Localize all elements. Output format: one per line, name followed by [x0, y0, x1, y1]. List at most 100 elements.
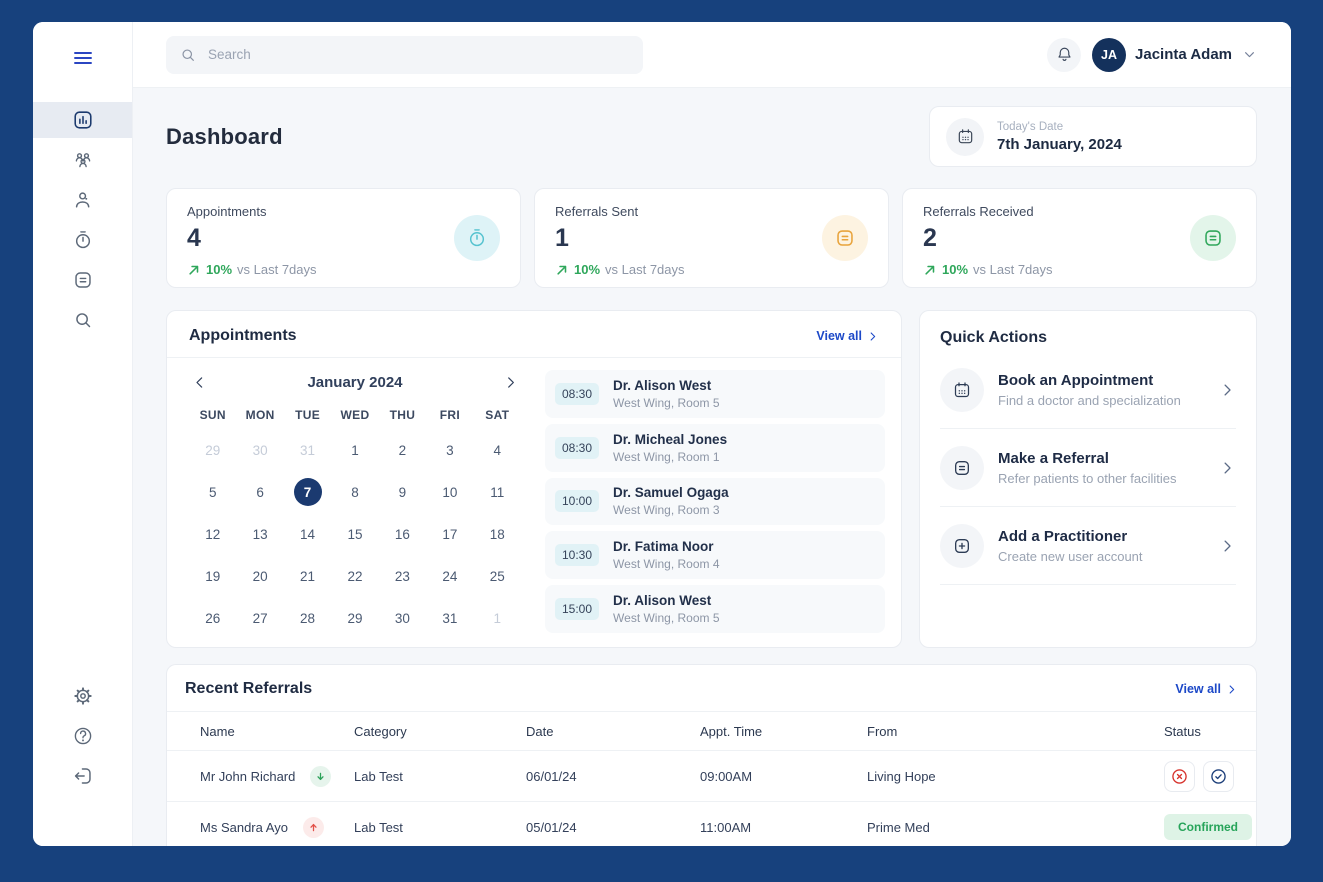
calendar-day[interactable]: 17	[442, 526, 458, 542]
calendar-weekday: SUN	[199, 408, 226, 422]
calendar-day[interactable]: 10	[442, 484, 458, 500]
appointment-location: West Wing, Room 5	[613, 611, 720, 626]
stat-card-referrals-received: Referrals Received 2 10% vs Last 7days	[902, 188, 1257, 288]
calendar-day[interactable]: 11	[490, 484, 505, 500]
calendar-next-button[interactable]	[502, 374, 519, 391]
referral-category: Lab Test	[354, 768, 403, 784]
calendar-weekday: TUE	[295, 408, 321, 422]
quick-action-subtitle: Refer patients to other facilities	[998, 471, 1177, 486]
menu-toggle-button[interactable]	[71, 46, 95, 70]
appointment-doctor: Dr. Alison West	[613, 377, 712, 393]
sidebar-item-referrals[interactable]	[33, 262, 132, 298]
sidebar-item-appointments[interactable]	[33, 222, 132, 258]
search-bar	[166, 35, 643, 74]
column-header: Status	[1164, 723, 1201, 739]
sidebar-item-search[interactable]	[33, 302, 132, 338]
appointment-list-item[interactable]: 10:00 Dr. Samuel Ogaga West Wing, Room 3	[545, 477, 885, 526]
calendar-day[interactable]: 13	[252, 526, 268, 542]
calendar-day[interactable]: 2	[398, 442, 407, 458]
appointment-time-chip: 08:30	[555, 436, 600, 459]
avatar: JA	[1092, 37, 1127, 72]
calendar-day[interactable]: 31	[300, 442, 316, 458]
calendar-day[interactable]: 9	[398, 484, 407, 500]
sidebar-item-patients[interactable]	[33, 182, 132, 218]
appointment-list-item[interactable]: 08:30 Dr. Alison West West Wing, Room 5	[545, 370, 885, 418]
calendar-day[interactable]: 1	[351, 442, 359, 458]
calendar-day[interactable]: 3	[446, 442, 454, 458]
calendar-day[interactable]: 30	[394, 610, 410, 626]
appointment-list-item[interactable]: 10:30 Dr. Fatima Noor West Wing, Room 4	[545, 531, 885, 580]
sidebar-item-dashboard[interactable]	[33, 102, 132, 138]
calendar-prev-button[interactable]	[191, 374, 208, 391]
calendar-day[interactable]: 20	[252, 568, 268, 584]
patient-icon	[72, 189, 94, 211]
chevron-right-icon	[502, 374, 519, 391]
calendar-day[interactable]: 24	[442, 568, 458, 584]
calendar-day[interactable]: 30	[252, 442, 268, 458]
user-menu[interactable]: JA Jacinta Adam	[1092, 37, 1258, 72]
quick-action-title: Book an Appointment	[998, 372, 1154, 389]
calendar-day[interactable]: 23	[394, 568, 410, 584]
calendar-day[interactable]: 5	[208, 484, 217, 500]
calendar-day[interactable]: 6	[256, 484, 264, 500]
calendar-day[interactable]: 19	[205, 568, 221, 584]
trend-percent: 10%	[574, 262, 601, 277]
calendar-icon	[946, 117, 984, 156]
calendar-day[interactable]: 27	[252, 610, 268, 626]
sidebar-item-logout[interactable]	[33, 758, 132, 794]
arrow-down-icon	[310, 765, 332, 787]
logout-icon	[72, 765, 94, 787]
calendar-day[interactable]: 22	[347, 568, 363, 584]
chevron-down-icon	[1241, 46, 1258, 63]
sidebar-item-practitioners[interactable]	[33, 142, 132, 178]
calendar-day[interactable]: 28	[300, 610, 316, 626]
notifications-button[interactable]	[1047, 37, 1082, 72]
accept-referral-button[interactable]	[1203, 760, 1234, 792]
sidebar-item-help[interactable]	[33, 718, 132, 754]
settings-gear-icon	[72, 685, 94, 707]
column-header: Name	[200, 723, 235, 739]
appointment-time-chip: 10:00	[555, 490, 600, 513]
calendar-day[interactable]: 29	[347, 610, 363, 626]
calendar-day[interactable]: 18	[489, 526, 505, 542]
calendar-day[interactable]: 25	[489, 568, 505, 584]
stat-value: 4	[187, 224, 201, 252]
quick-action-subtitle: Create new user account	[998, 549, 1143, 564]
column-header: Date	[526, 723, 554, 739]
sidebar-item-settings[interactable]	[33, 678, 132, 714]
search-input[interactable]	[208, 47, 630, 62]
calendar-day[interactable]: 4	[493, 442, 502, 458]
stat-value: 2	[923, 224, 937, 252]
calendar-day[interactable]: 7	[284, 471, 331, 513]
calendar-day[interactable]: 16	[394, 526, 410, 542]
quick-action-book-appointment[interactable]: Book an Appointment Find a doctor and sp…	[940, 351, 1236, 429]
appointment-list-item[interactable]: 08:30 Dr. Micheal Jones West Wing, Room …	[545, 423, 885, 472]
appointment-location: West Wing, Room 3	[613, 503, 720, 518]
appointment-time-chip: 08:30	[555, 382, 600, 405]
referral-name: Ms Sandra Ayo	[200, 819, 288, 835]
todays-date-card: Today's Date 7th January, 2024	[929, 106, 1257, 167]
search-icon	[72, 309, 94, 331]
calendar-day[interactable]: 26	[205, 610, 221, 626]
calendar-day[interactable]: 14	[300, 526, 316, 542]
calendar-day[interactable]: 31	[442, 610, 458, 626]
calendar-day[interactable]: 1	[493, 610, 502, 626]
quick-action-make-referral[interactable]: Make a Referral Refer patients to other …	[940, 429, 1236, 507]
appointment-list-item[interactable]: 15:00 Dr. Alison West West Wing, Room 5	[545, 585, 885, 633]
arrow-up-icon	[302, 816, 324, 838]
calendar-day[interactable]: 15	[347, 526, 363, 542]
decline-referral-button[interactable]	[1164, 760, 1195, 792]
sidebar-nav	[33, 102, 132, 338]
quick-action-add-practitioner[interactable]: Add a Practitioner Create new user accou…	[940, 507, 1236, 585]
calendar-day[interactable]: 21	[300, 568, 316, 584]
calendar-day[interactable]: 12	[205, 526, 221, 542]
calendar-day[interactable]: 8	[351, 484, 359, 500]
dashboard-icon	[72, 109, 94, 131]
calendar-day[interactable]: 29	[205, 442, 221, 458]
calendar-month-label: January 2024	[307, 374, 403, 391]
quick-action-subtitle: Find a doctor and specialization	[998, 393, 1181, 408]
referrals-view-all-link[interactable]: View all	[1175, 682, 1238, 696]
app-window: JA Jacinta Adam Dashboard Today's Date	[33, 22, 1291, 846]
appointment-location: West Wing, Room 4	[613, 557, 720, 572]
appointments-view-all-link[interactable]: View all	[816, 329, 879, 343]
